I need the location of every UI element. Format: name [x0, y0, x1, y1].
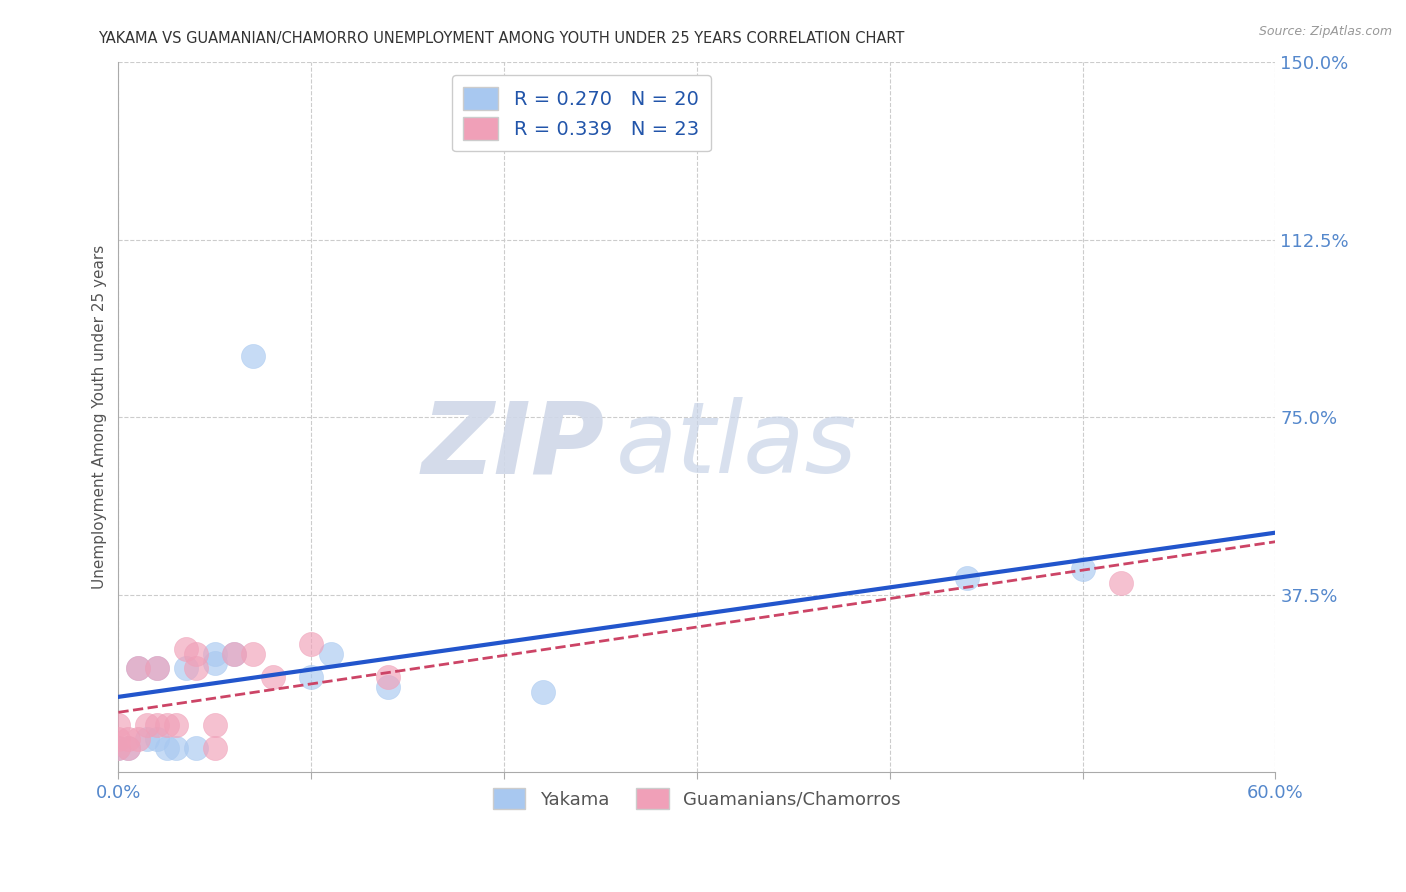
Point	[1109, 575, 1132, 590]
Point	[127, 661, 149, 675]
Point	[204, 647, 226, 661]
Point	[107, 741, 129, 756]
Point	[184, 661, 207, 675]
Point	[174, 661, 197, 675]
Point	[165, 741, 187, 756]
Point	[242, 349, 264, 363]
Point	[184, 647, 207, 661]
Point	[107, 717, 129, 731]
Point	[146, 661, 169, 675]
Point	[146, 717, 169, 731]
Point	[184, 741, 207, 756]
Text: YAKAMA VS GUAMANIAN/CHAMORRO UNEMPLOYMENT AMONG YOUTH UNDER 25 YEARS CORRELATION: YAKAMA VS GUAMANIAN/CHAMORRO UNEMPLOYMEN…	[98, 31, 905, 46]
Text: Source: ZipAtlas.com: Source: ZipAtlas.com	[1258, 25, 1392, 38]
Point	[156, 717, 179, 731]
Point	[107, 731, 129, 746]
Point	[117, 731, 139, 746]
Point	[242, 647, 264, 661]
Point	[531, 684, 554, 698]
Text: atlas: atlas	[616, 397, 858, 494]
Point	[262, 670, 284, 684]
Point	[224, 647, 246, 661]
Point	[127, 661, 149, 675]
Point	[377, 680, 399, 694]
Point	[107, 741, 129, 756]
Point	[165, 717, 187, 731]
Point	[319, 647, 342, 661]
Text: ZIP: ZIP	[422, 397, 605, 494]
Point	[956, 571, 979, 585]
Point	[156, 741, 179, 756]
Point	[224, 647, 246, 661]
Point	[117, 741, 139, 756]
Point	[204, 657, 226, 671]
Point	[299, 670, 322, 684]
Point	[377, 670, 399, 684]
Point	[174, 642, 197, 657]
Point	[1071, 561, 1094, 575]
Point	[136, 717, 159, 731]
Point	[204, 741, 226, 756]
Point	[204, 717, 226, 731]
Point	[299, 637, 322, 651]
Point	[146, 661, 169, 675]
Point	[146, 731, 169, 746]
Legend: Yakama, Guamanians/Chamorros: Yakama, Guamanians/Chamorros	[485, 781, 908, 816]
Y-axis label: Unemployment Among Youth under 25 years: Unemployment Among Youth under 25 years	[93, 245, 107, 590]
Point	[127, 731, 149, 746]
Point	[136, 731, 159, 746]
Point	[117, 741, 139, 756]
